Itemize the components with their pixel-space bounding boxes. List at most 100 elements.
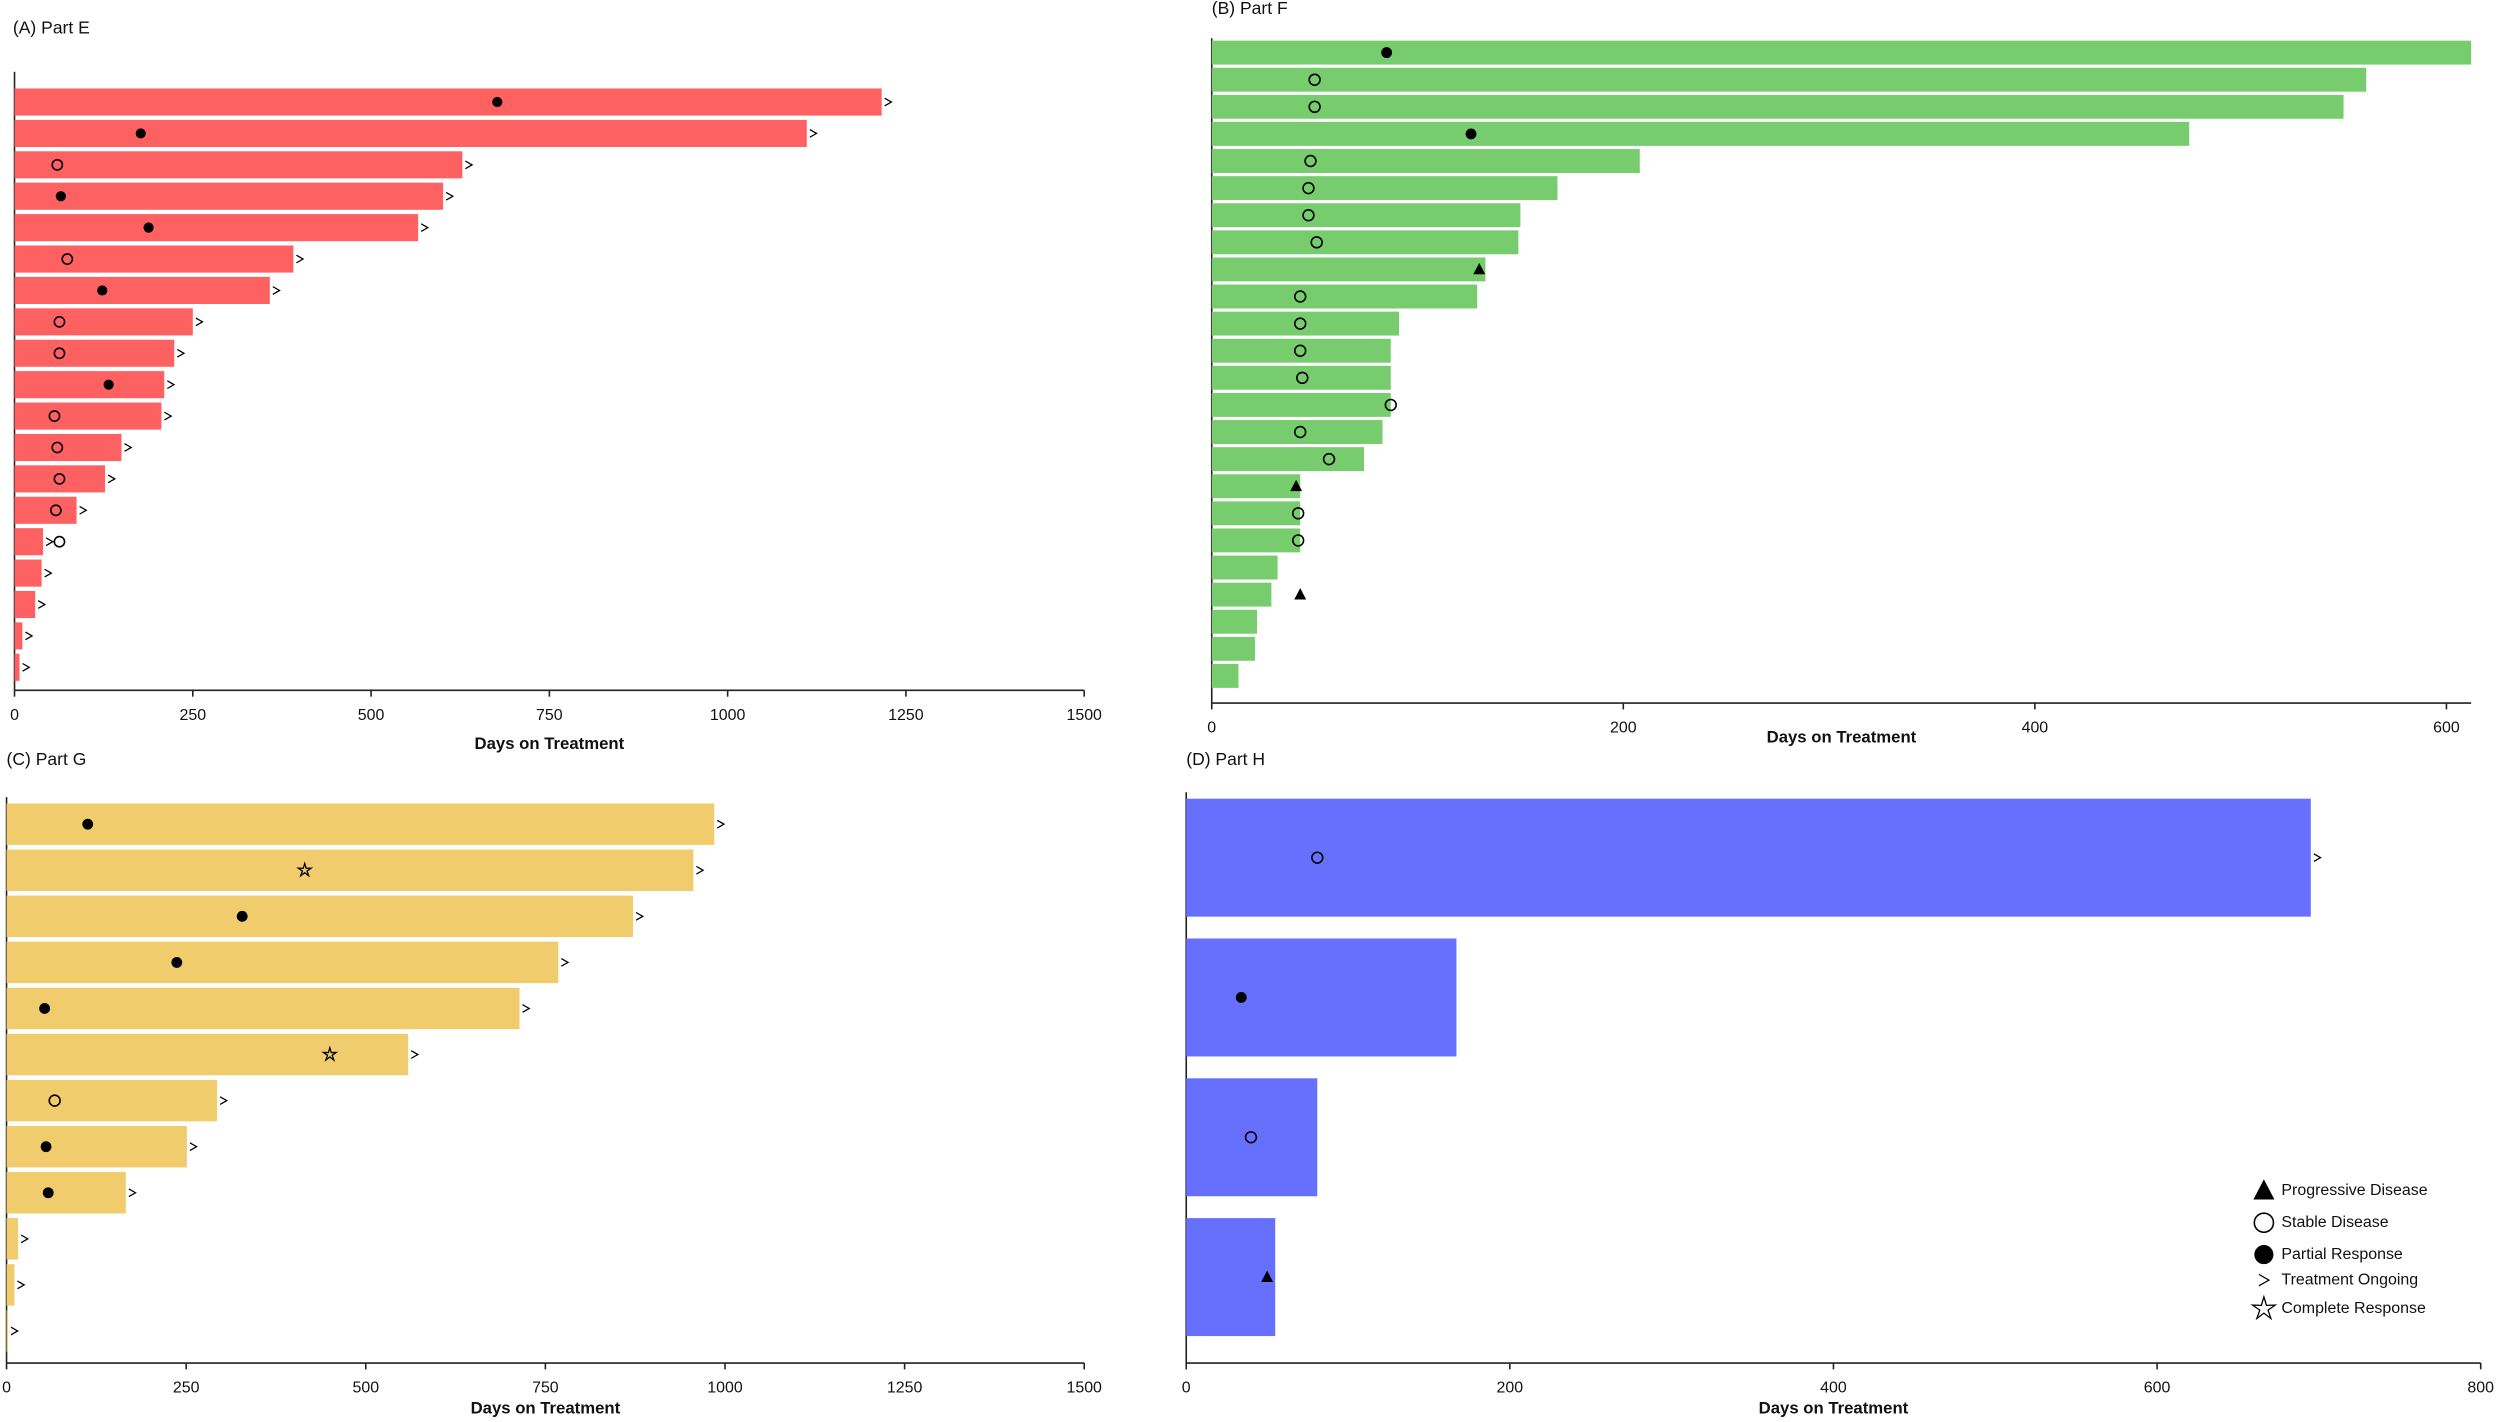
legend-label: Stable Disease [2281,1214,2388,1231]
ongoing-marker [166,380,176,390]
x-tick-label: 0 [1182,1380,1191,1397]
bar [14,214,419,242]
panel-title: (D) Part H [1186,749,1265,769]
ongoing-marker [45,537,55,547]
ongoing-marker [809,129,818,138]
ongoing-marker [522,1004,531,1013]
ongoing-marker [561,958,570,967]
bar [1211,392,1391,417]
ongoing-marker [195,317,204,327]
response-marker [53,347,66,360]
bar [14,653,20,681]
response-marker [492,96,503,108]
bar [1211,555,1278,580]
bar [14,119,807,147]
ongoing-marker [37,600,47,609]
bar [6,941,559,984]
bar [1211,176,1558,201]
bar [1186,1078,1318,1197]
bar [14,590,36,619]
x-tick-label: 800 [2467,1380,2494,1397]
x-axis-label: Days on Treatment [1767,728,1917,747]
x-tick-label: 600 [2144,1380,2171,1397]
response-marker [1294,290,1307,303]
legend-label: Partial Response [2281,1246,2403,1263]
bar [14,371,165,399]
ongoing-marker [420,223,430,233]
x-tick-label: 400 [1820,1380,1847,1397]
response-marker [103,379,114,390]
x-tick-label: 200 [1610,720,1637,737]
response-marker [1302,208,1315,222]
bar [1211,447,1365,472]
bar [14,88,882,116]
x-tick-label: 750 [536,707,563,724]
response-marker [1302,181,1315,195]
legend-symbol [2250,1294,2278,1321]
response-marker [1244,1131,1258,1144]
ongoing-marker [716,819,726,829]
response-marker [40,1141,52,1153]
response-marker [53,315,66,328]
ongoing-marker [10,1326,19,1336]
x-axis-label: Days on Treatment [471,1399,621,1418]
bar [1211,257,1486,282]
ongoing-marker [272,286,281,295]
bar [6,1172,126,1214]
response-marker [48,1094,61,1107]
response-marker [1308,73,1321,86]
ongoing-marker [635,911,645,921]
ongoing-marker [219,1096,229,1105]
x-tick-label: 1000 [707,1380,743,1397]
response-marker [1304,154,1317,168]
x-tick-label: 1250 [887,1380,923,1397]
x-tick-label: 400 [2022,720,2049,737]
response-marker [1235,992,1247,1003]
bar [14,433,122,462]
x-tick-label: 200 [1497,1380,1524,1397]
x-tick-label: 1500 [1066,1380,1102,1397]
response-marker [1310,236,1323,249]
response-marker [143,222,154,233]
bar [14,308,193,336]
bar [1211,528,1301,553]
panel-title: (A) Part E [13,17,90,37]
response-marker [1296,371,1309,385]
bar [6,849,694,891]
bar [1211,663,1239,688]
response-marker [53,535,66,548]
ongoing-marker [25,631,34,641]
response-marker [1290,479,1303,492]
bar [1211,203,1521,228]
bar [1211,121,2190,146]
response-marker [1294,344,1307,357]
x-tick-label: 750 [532,1380,559,1397]
bar [14,622,23,650]
bar [1186,1218,1276,1337]
bar [1186,798,2311,917]
bar [6,895,634,938]
x-tick-label: 0 [10,707,19,724]
bar [14,465,106,493]
ongoing-marker [22,662,31,672]
legend-symbol [2258,1273,2271,1287]
response-marker [1322,452,1336,466]
ongoing-marker [696,865,705,875]
bar [1211,40,2472,65]
x-tick-label: 500 [352,1380,379,1397]
legend-symbol [2254,1245,2274,1265]
legend-symbol [2253,1179,2275,1200]
bar [1211,365,1391,390]
bar [14,496,77,524]
response-marker [39,1003,51,1014]
x-tick-label: 1500 [1066,707,1102,724]
response-marker [48,410,61,422]
ongoing-marker [128,1188,137,1198]
bar [6,803,715,845]
ongoing-marker [79,505,88,515]
response-marker [135,128,146,139]
x-tick-label: 0 [2,1380,11,1397]
ongoing-marker [2313,853,2322,863]
ongoing-marker [17,1280,26,1290]
x-tick-label: 600 [2433,720,2460,737]
